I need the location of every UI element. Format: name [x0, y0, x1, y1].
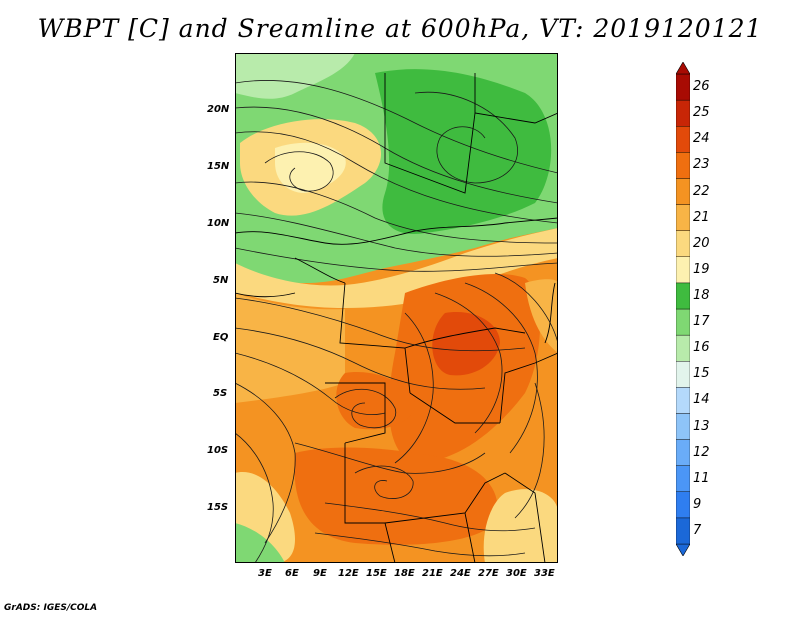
lat-label: 15S	[207, 502, 229, 513]
field-green-sw	[235, 523, 285, 563]
lon-label: 33E	[534, 568, 555, 579]
lat-label: 15N	[207, 161, 230, 172]
lon-label: 30E	[506, 568, 527, 579]
lon-label: 3E	[258, 568, 272, 579]
field-green-dark	[375, 69, 552, 234]
field-light-orange-ne	[525, 279, 558, 353]
field-light-orange-west	[235, 293, 345, 403]
colorbar	[676, 62, 690, 556]
colorbar-segment	[676, 152, 690, 179]
lat-label: EQ	[213, 332, 229, 343]
colorbar-label: 15	[693, 366, 710, 382]
colorbar-label: 9	[693, 496, 702, 512]
map-panel	[235, 53, 558, 563]
field-green-light	[235, 53, 355, 99]
field-yellow-band	[235, 228, 558, 308]
colorbar-segment	[676, 465, 690, 492]
lat-label: 5S	[213, 388, 228, 399]
colorbar-label: 17	[693, 314, 710, 330]
colorbar-segment	[676, 413, 690, 440]
colorbar-label: 21	[693, 209, 710, 225]
colorbar-label: 18	[693, 287, 710, 303]
colorbar-segment	[676, 334, 690, 362]
lon-label: 18E	[394, 568, 415, 579]
colorbar-label: 11	[693, 470, 710, 486]
lon-label: 15E	[366, 568, 387, 579]
colorbar-label: 23	[693, 157, 710, 173]
lon-label: 12E	[338, 568, 359, 579]
colorbar-label: 26	[693, 79, 710, 95]
lon-label: 27E	[478, 568, 499, 579]
colorbar-segment	[676, 282, 690, 310]
colorbar-segment	[676, 439, 690, 466]
country-borders	[235, 73, 558, 563]
lon-label: 24E	[450, 568, 471, 579]
field-yellow-nw2	[275, 142, 346, 193]
field-light-orange-se	[483, 489, 558, 563]
lat-label: 20N	[207, 104, 230, 115]
colorbar-segment	[676, 491, 690, 519]
colorbar-label: 25	[693, 105, 710, 121]
map-frame	[235, 53, 558, 563]
colorbar-label: 14	[693, 392, 710, 408]
plot-title: WBPT [C] and Sreamline at 600hPa, VT: 20…	[37, 14, 763, 43]
colorbar-segment	[676, 99, 690, 127]
lon-label: 21E	[422, 568, 443, 579]
streamlines	[235, 80, 558, 563]
colorbar-label: 20	[693, 235, 710, 251]
colorbar-bottom-arrow	[676, 543, 690, 556]
field-red-core	[432, 312, 500, 376]
footer-credit: GrADS: IGES/COLA	[4, 603, 98, 613]
colorbar-segment	[676, 256, 690, 284]
colorbar-label: 19	[693, 261, 710, 277]
lon-label: 9E	[313, 568, 327, 579]
colorbar-segment	[676, 178, 690, 205]
colorbar-label: 24	[693, 131, 710, 147]
colorbar-segment	[676, 204, 690, 231]
colorbar-label: 13	[693, 418, 710, 434]
colorbar-segment	[676, 73, 690, 101]
colorbar-top-arrow	[676, 62, 690, 75]
colorbar-segment	[676, 126, 690, 153]
lon-label: 6E	[285, 568, 299, 579]
colorbar-label: 16	[693, 340, 710, 356]
colorbar-segment	[676, 517, 690, 545]
colorbar-label: 7	[693, 522, 702, 538]
lat-label: 10S	[207, 445, 229, 456]
colorbar-segment	[676, 308, 690, 336]
lat-label: 5N	[213, 275, 229, 286]
colorbar-segment	[676, 230, 690, 257]
colorbar-label: 12	[693, 444, 710, 460]
lat-label: 10N	[207, 218, 230, 229]
colorbar-segment	[676, 361, 690, 388]
colorbar-segment	[676, 387, 690, 414]
colorbar-label: 22	[693, 183, 710, 199]
